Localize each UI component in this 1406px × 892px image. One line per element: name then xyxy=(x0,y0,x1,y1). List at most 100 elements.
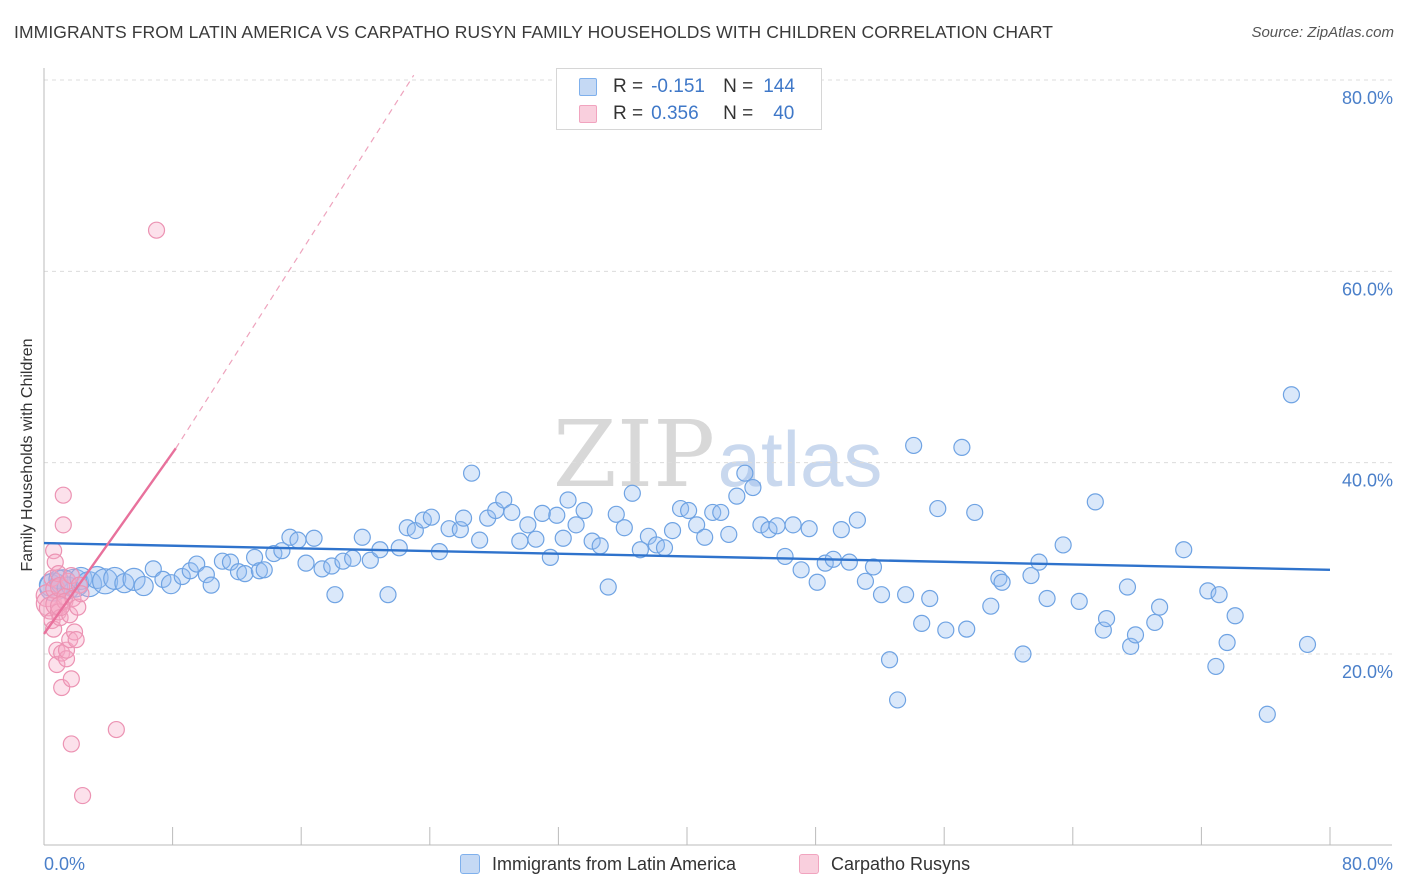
latin-america-point xyxy=(937,621,955,639)
legend-n-label: N = xyxy=(723,76,754,97)
watermark: ZIP atlas xyxy=(553,401,882,508)
source-label: Source: ZipAtlas.com xyxy=(1251,24,1394,41)
latin-america-point xyxy=(728,487,746,505)
latin-america-point xyxy=(144,560,162,578)
latin-america-point xyxy=(1151,598,1169,616)
latin-america-point xyxy=(1086,493,1104,511)
legend-r-value: 0.356 xyxy=(651,103,699,124)
latin-america-point xyxy=(913,614,931,632)
latin-america-point xyxy=(326,586,344,604)
latin-america-point xyxy=(1126,626,1145,644)
latin-america-point xyxy=(305,529,323,547)
latin-america-point xyxy=(712,503,730,522)
bottom-legend-swatch-blue xyxy=(460,854,480,874)
latin-america-point xyxy=(202,576,220,594)
latin-america-point xyxy=(1030,553,1048,571)
carpatho-rusyn-point xyxy=(53,678,71,697)
latin-america-point xyxy=(1038,589,1056,608)
legend-r-label: R = xyxy=(613,76,644,97)
y-tick-label: 20.0% xyxy=(1342,662,1393,682)
bottom-legend-swatch-pink xyxy=(799,854,819,874)
latin-america-point xyxy=(623,484,641,502)
carpatho-rusyn-point xyxy=(62,735,80,753)
latin-america-point xyxy=(103,566,127,591)
latin-america-point xyxy=(533,504,551,522)
latin-america-point xyxy=(422,508,441,526)
latin-america-point xyxy=(696,528,714,546)
latin-america-point xyxy=(784,516,802,534)
latin-america-point xyxy=(229,563,248,581)
latin-america-point xyxy=(880,651,899,669)
latin-america-point xyxy=(655,539,674,557)
latin-america-point xyxy=(181,562,199,580)
latin-america-point xyxy=(334,552,352,570)
latin-america-point xyxy=(133,575,154,597)
y-tick-label: 60.0% xyxy=(1342,279,1393,299)
latin-america-point xyxy=(760,521,778,539)
latin-america-point xyxy=(122,567,146,591)
latin-america-point xyxy=(888,691,907,709)
latin-america-point xyxy=(663,521,682,540)
latin-america-point xyxy=(273,542,291,560)
y-tick-label: 40.0% xyxy=(1342,471,1393,491)
latin-america-point xyxy=(1199,582,1217,600)
legend-n-value: 40 xyxy=(773,103,795,124)
carpatho-rusyn-point xyxy=(54,516,72,534)
latin-america-point xyxy=(567,516,585,534)
latin-america-point xyxy=(1014,645,1032,663)
latin-america-point xyxy=(541,548,559,566)
latin-america-point xyxy=(736,464,754,482)
latin-america-point xyxy=(1146,613,1164,632)
latin-america-point xyxy=(615,519,633,537)
latin-america-point xyxy=(313,560,331,578)
y-tick-label: 80.0% xyxy=(1342,88,1393,108)
latin-america-point xyxy=(255,561,273,579)
latin-america-point xyxy=(495,491,513,509)
carpatho-rusyn-point xyxy=(48,641,66,659)
latin-america-point xyxy=(511,532,529,550)
latin-america-point xyxy=(897,586,915,604)
latin-america-point xyxy=(808,573,826,591)
latin-america-point xyxy=(323,557,341,575)
latin-america-point xyxy=(390,539,408,557)
latin-america-point xyxy=(864,558,883,576)
latin-america-point xyxy=(744,478,762,497)
latin-america-point xyxy=(583,532,601,550)
latin-america-point xyxy=(1226,607,1244,625)
carpatho-rusyn-point xyxy=(54,486,72,504)
carpatho-rusyn-point xyxy=(57,650,76,668)
latin-america-point xyxy=(554,529,572,547)
carpatho-rusyn-trendline xyxy=(43,447,177,635)
latin-america-point xyxy=(921,589,939,608)
latin-america-point xyxy=(527,530,545,548)
latin-america-point xyxy=(353,528,371,546)
carpatho-rusyn-point xyxy=(49,596,71,617)
latin-america-point xyxy=(559,491,577,509)
latin-america-point xyxy=(1210,586,1228,604)
watermark-zip: ZIP xyxy=(553,401,715,508)
latin-america-point xyxy=(361,551,379,569)
latin-america-point xyxy=(768,517,786,535)
x-tick-label-max: 80.0% xyxy=(1342,854,1393,874)
bottom-legend-carpatho-rusyns: Carpatho Rusyns xyxy=(799,852,970,876)
latin-america-point xyxy=(872,586,891,604)
latin-america-point xyxy=(599,578,617,596)
latin-america-point xyxy=(1054,536,1072,554)
carpatho-rusyn-point xyxy=(62,670,80,688)
bottom-legend-label: Carpatho Rusyns xyxy=(831,853,971,874)
carpatho-rusyn-point xyxy=(67,631,85,649)
latin-america-point xyxy=(1282,386,1301,404)
latin-america-point xyxy=(1022,566,1040,585)
carpatho-rusyn-point xyxy=(57,641,76,659)
latin-america-point xyxy=(993,573,1011,591)
latin-america-point xyxy=(848,511,866,529)
carpatho-rusyn-trendline-extension xyxy=(175,74,415,449)
latin-america-point xyxy=(840,553,858,571)
legend-swatch-pink xyxy=(579,105,597,123)
latin-america-point xyxy=(548,506,566,524)
latin-america-point xyxy=(245,548,264,566)
x-tick-label-min: 0.0% xyxy=(44,854,85,874)
latin-america-point xyxy=(1070,592,1088,610)
latin-america-point xyxy=(856,572,875,590)
